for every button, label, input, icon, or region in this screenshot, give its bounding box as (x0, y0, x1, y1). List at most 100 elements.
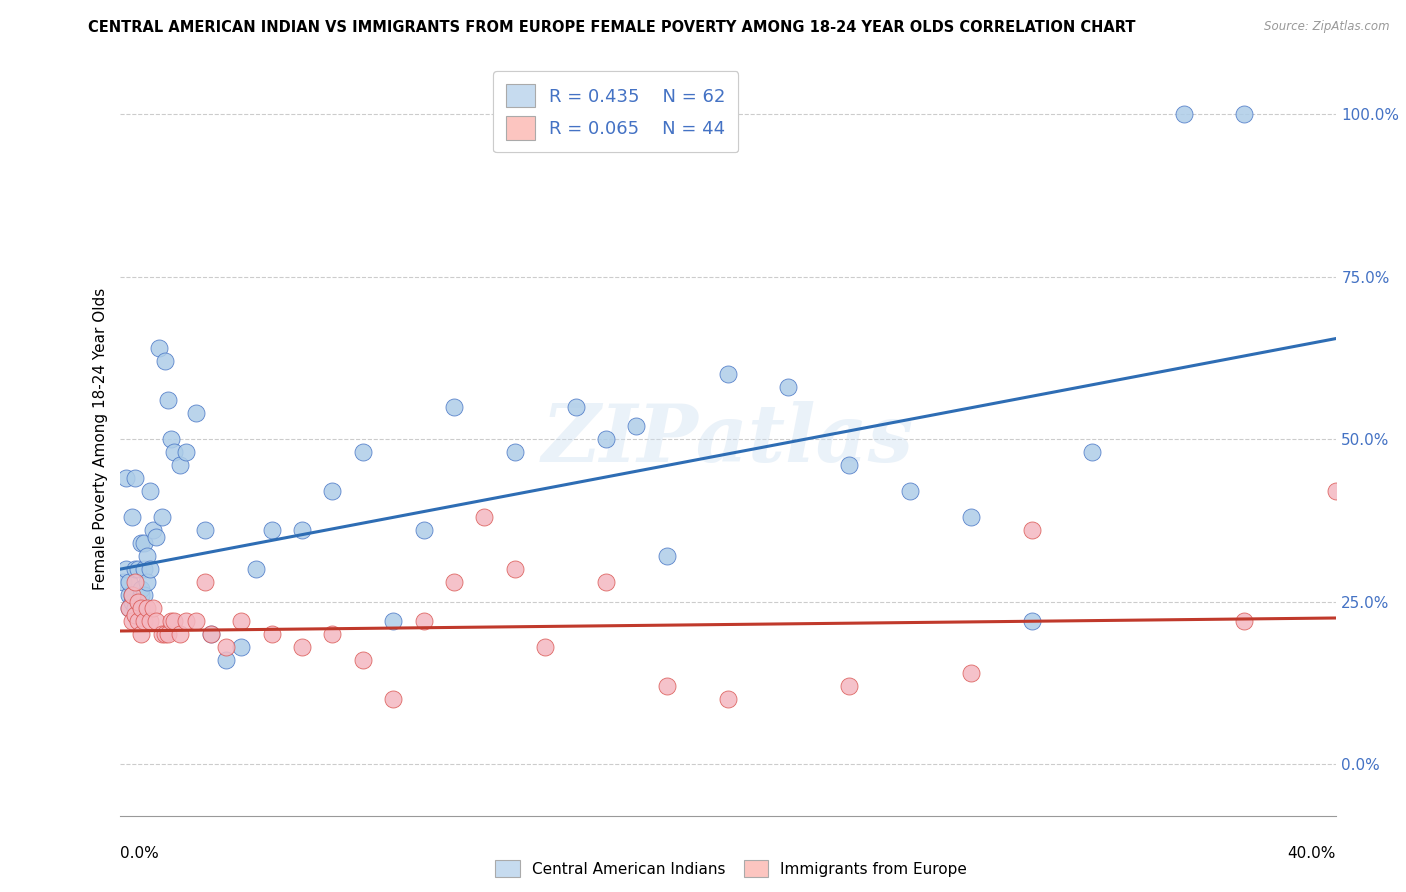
Point (1233, 107, 1256, 121)
Point (1324, 484, 1347, 499)
Point (132, 562, 155, 576)
Point (321, 484, 343, 499)
Point (898, 484, 921, 499)
Point (135, 549, 157, 564)
Point (121, 588, 143, 602)
Text: CENTRAL AMERICAN INDIAN VS IMMIGRANTS FROM EUROPE FEMALE POVERTY AMONG 18-24 YEA: CENTRAL AMERICAN INDIAN VS IMMIGRANTS FR… (87, 20, 1136, 35)
Point (142, 601, 165, 615)
Point (148, 342, 170, 356)
Point (129, 627, 152, 641)
Point (127, 614, 149, 628)
Point (160, 614, 183, 628)
Point (124, 471, 146, 485)
Point (231, 640, 253, 655)
Point (121, 588, 143, 602)
Point (129, 588, 152, 602)
Point (117, 601, 139, 615)
Text: Source: ZipAtlas.com: Source: ZipAtlas.com (1264, 20, 1389, 33)
Point (121, 614, 143, 628)
Point (503, 445, 526, 459)
Point (124, 562, 146, 576)
Point (960, 510, 983, 524)
Point (127, 595, 149, 609)
Point (145, 530, 167, 544)
Point (626, 419, 648, 434)
Point (176, 445, 198, 459)
Point (124, 601, 146, 615)
Point (412, 614, 434, 628)
Point (443, 575, 465, 590)
Point (157, 393, 180, 408)
Point (717, 692, 740, 706)
Point (150, 627, 173, 641)
Point (139, 562, 162, 576)
Point (129, 601, 152, 615)
Point (382, 692, 405, 706)
Point (124, 607, 146, 622)
Point (838, 679, 860, 693)
Point (169, 458, 191, 473)
Point (153, 627, 176, 641)
Point (472, 510, 496, 524)
Y-axis label: Female Poverty Among 18-24 Year Olds: Female Poverty Among 18-24 Year Olds (93, 288, 108, 591)
Point (194, 575, 217, 590)
Point (150, 510, 173, 524)
Point (291, 523, 314, 537)
Point (564, 400, 586, 414)
Point (352, 445, 374, 459)
Point (153, 354, 176, 368)
Point (117, 601, 139, 615)
Point (114, 471, 136, 485)
Point (412, 523, 434, 537)
Point (194, 523, 217, 537)
Point (157, 627, 180, 641)
Point (135, 601, 157, 615)
Point (1021, 523, 1043, 537)
Point (200, 627, 222, 641)
Point (260, 523, 283, 537)
Point (129, 582, 152, 596)
Point (291, 640, 314, 655)
Point (215, 640, 238, 655)
Point (382, 614, 405, 628)
Point (114, 562, 136, 576)
Point (169, 627, 191, 641)
Point (132, 588, 155, 602)
Point (1081, 445, 1104, 459)
Point (1021, 614, 1043, 628)
Point (124, 607, 146, 622)
Point (655, 549, 678, 564)
Point (163, 614, 186, 628)
Text: 40.0%: 40.0% (1288, 846, 1336, 861)
Point (838, 458, 860, 473)
Point (117, 588, 139, 602)
Point (111, 575, 134, 590)
Point (655, 679, 678, 693)
Point (121, 595, 143, 609)
Point (176, 614, 198, 628)
Point (215, 653, 238, 667)
Point (1233, 614, 1256, 628)
Point (200, 627, 222, 641)
Point (129, 536, 152, 550)
Point (132, 536, 155, 550)
Point (124, 575, 146, 590)
Point (260, 627, 283, 641)
Point (117, 575, 139, 590)
Point (595, 433, 617, 447)
Point (163, 445, 186, 459)
Point (160, 433, 183, 447)
Legend: R = 0.435    N = 62, R = 0.065    N = 44: R = 0.435 N = 62, R = 0.065 N = 44 (494, 71, 738, 153)
Point (534, 640, 557, 655)
Point (139, 614, 162, 628)
Point (121, 510, 143, 524)
Point (127, 595, 149, 609)
Point (595, 575, 617, 590)
Point (960, 666, 983, 681)
Point (132, 614, 155, 628)
Point (321, 627, 343, 641)
Legend: Central American Indians, Immigrants from Europe: Central American Indians, Immigrants fro… (488, 853, 974, 884)
Point (245, 562, 267, 576)
Point (231, 614, 253, 628)
Point (145, 614, 167, 628)
